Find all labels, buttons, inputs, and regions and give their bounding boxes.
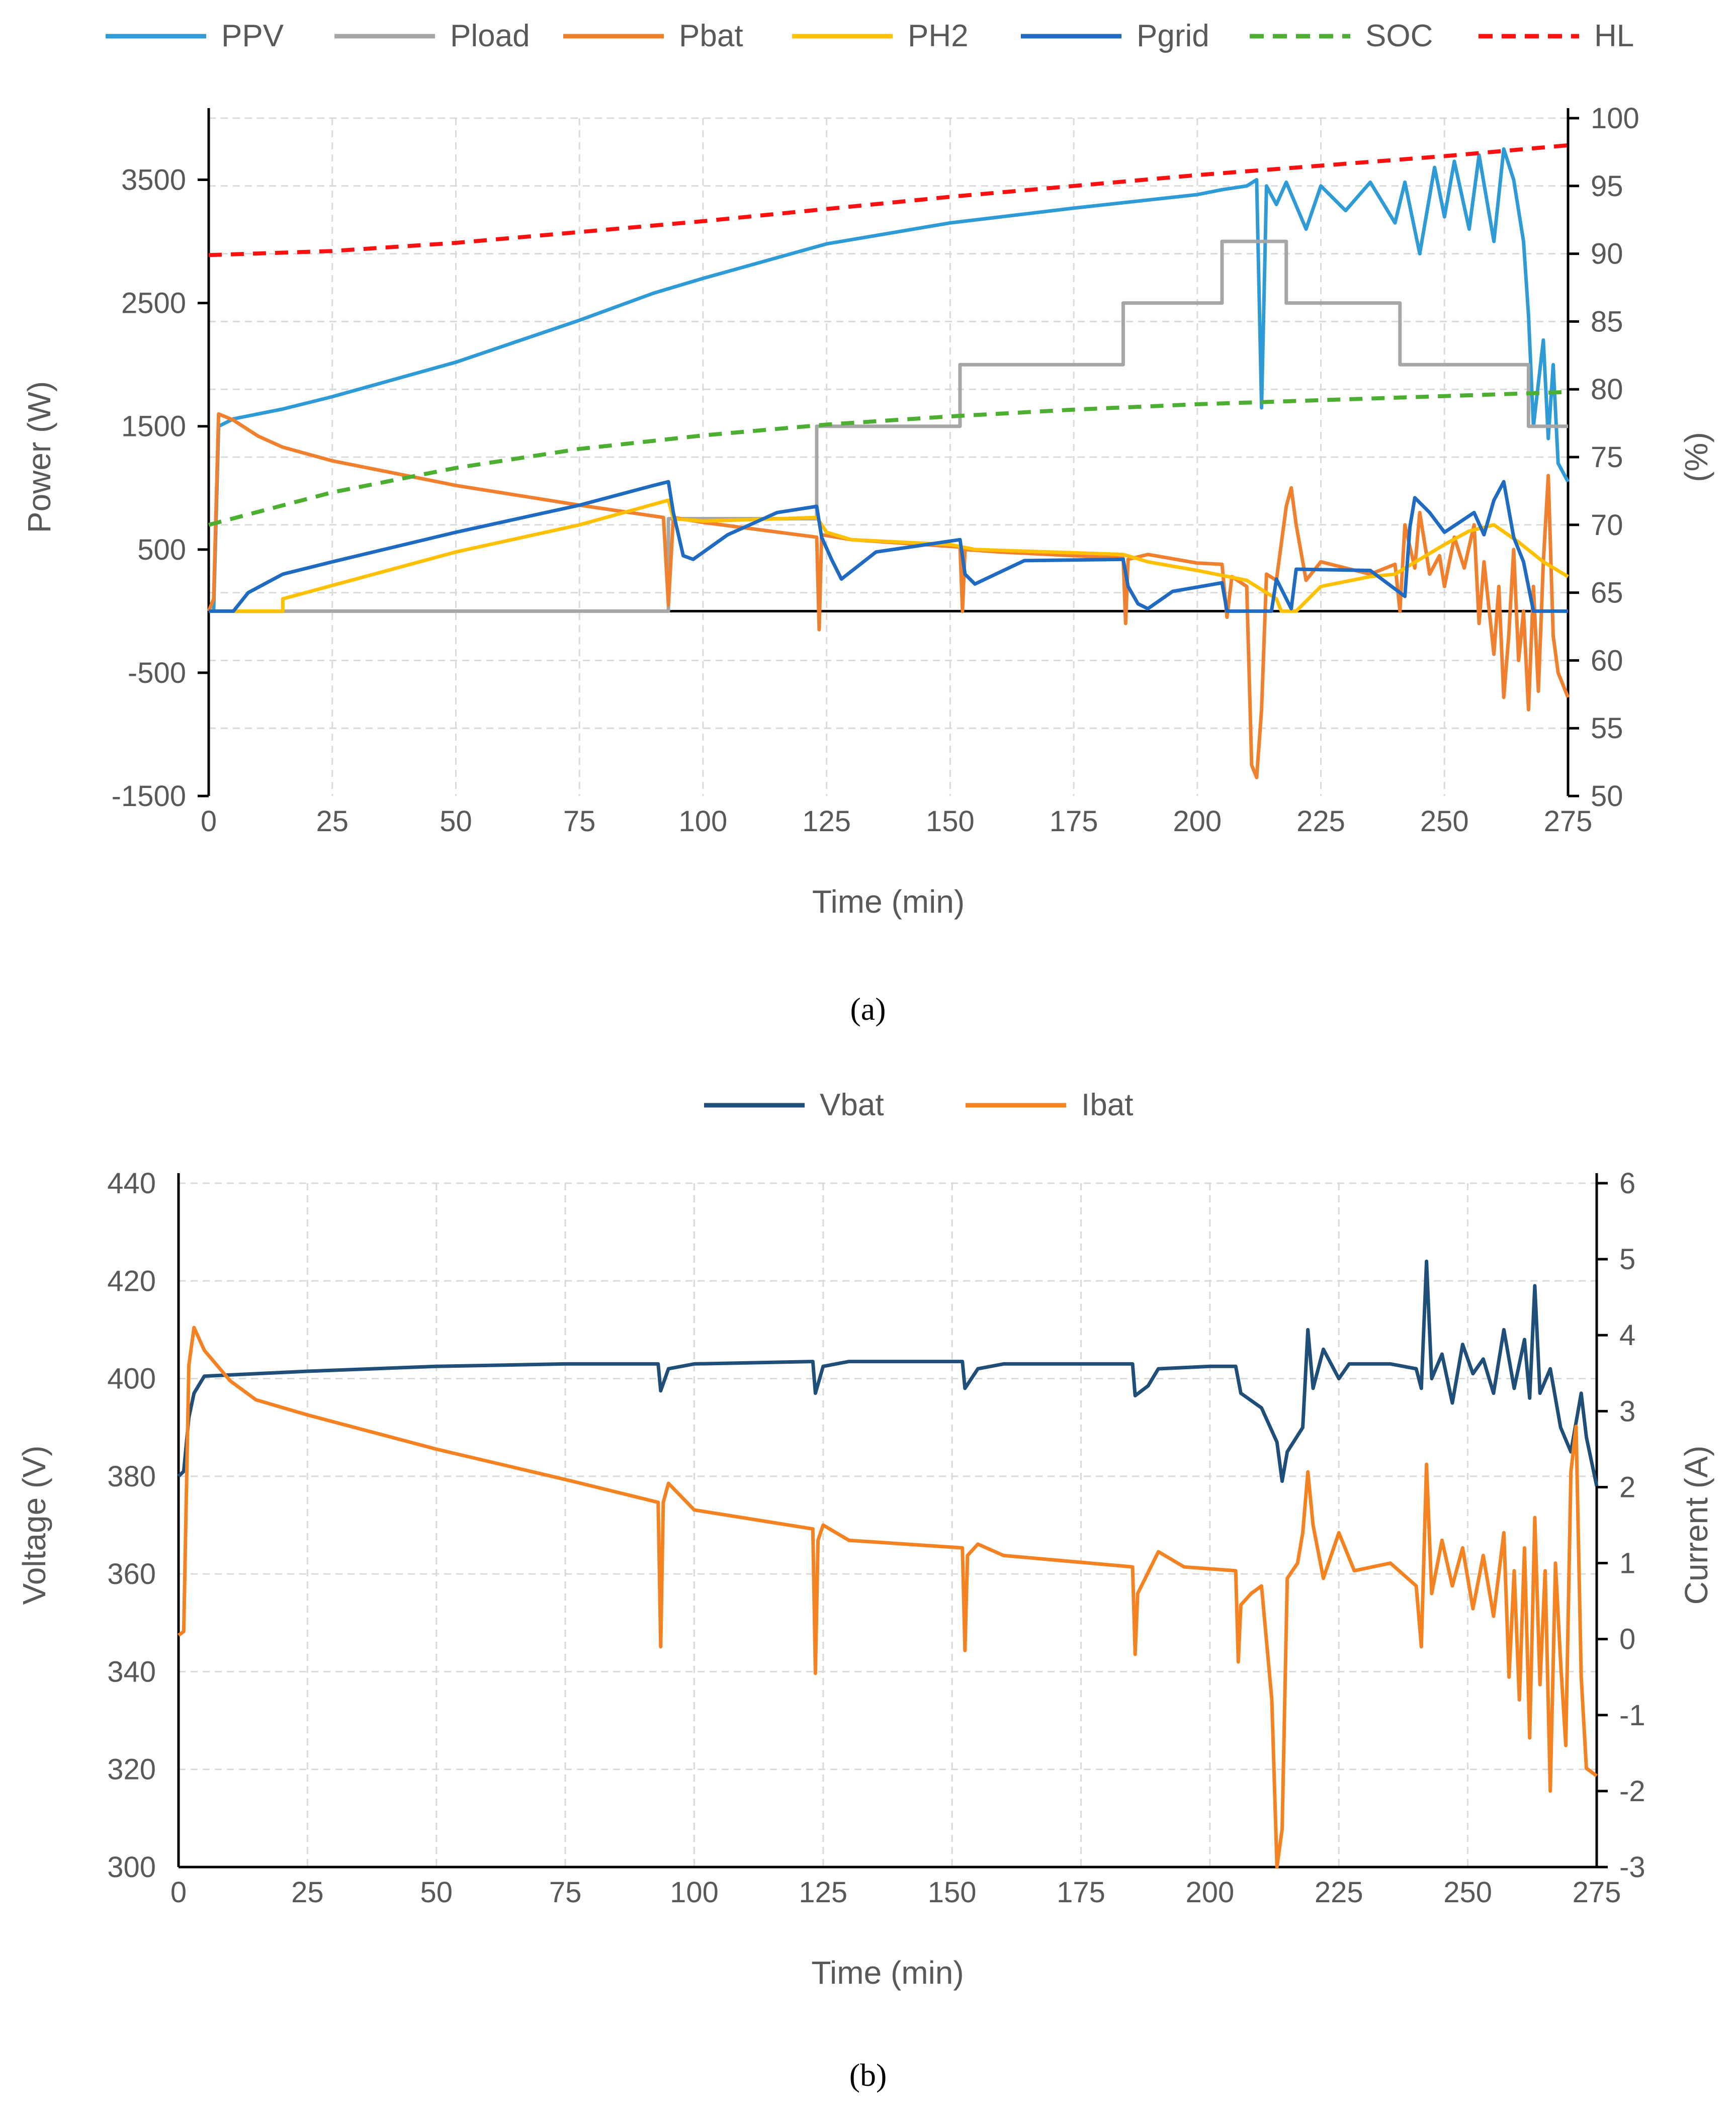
y2-tick-label: -2 xyxy=(1619,1775,1645,1808)
y-tick-label: 340 xyxy=(107,1655,156,1688)
y2-tick-label: 65 xyxy=(1591,577,1623,609)
x-tick-label: 100 xyxy=(670,1876,719,1909)
y-tick-label: 400 xyxy=(107,1363,156,1395)
y2-tick-label: -3 xyxy=(1619,1851,1645,1884)
y2-tick-label: 90 xyxy=(1591,238,1623,271)
y2-tick-label: 1 xyxy=(1619,1547,1635,1580)
x-tick-label: 75 xyxy=(549,1876,582,1909)
legend-label-hl: HL xyxy=(1594,19,1634,53)
caption-b: (b) xyxy=(849,2057,887,2093)
chart-b: 0 25 50 75 100 125 150 175 200 225 250 275300320340… xyxy=(16,1088,1714,1991)
series-line-vbat xyxy=(177,1259,1599,1487)
y2-tick-label: 100 xyxy=(1591,102,1639,135)
x-tick-label: 0 xyxy=(170,1876,187,1909)
x-tick-label: 275 xyxy=(1544,805,1593,838)
x-axis-title: Time (min) xyxy=(812,883,965,920)
y-axis-title: Power (W) xyxy=(21,381,57,533)
caption-a: (a) xyxy=(850,991,886,1027)
y2-tick-label: 75 xyxy=(1591,441,1623,474)
x-tick-label: 250 xyxy=(1420,805,1469,838)
series-line-ppv xyxy=(209,147,1570,613)
y-tick-label: 3500 xyxy=(121,164,186,197)
x-tick-label: 225 xyxy=(1315,1876,1363,1909)
x-tick-label: 125 xyxy=(802,805,851,838)
legend-label-soc: SOC xyxy=(1365,19,1433,53)
legend-label-ph2: PH2 xyxy=(908,19,969,53)
y2-tick-label: 0 xyxy=(1619,1623,1635,1656)
x-tick-label: 25 xyxy=(316,805,349,838)
y-tick-label: 440 xyxy=(107,1167,156,1200)
legend-label-ppv: PPV xyxy=(221,19,284,53)
legend-label-pload: Pload xyxy=(450,19,530,53)
y2-tick-label: 95 xyxy=(1591,170,1623,203)
y2-tick-label: 85 xyxy=(1591,305,1623,338)
x-tick-label: 25 xyxy=(291,1876,324,1909)
x-tick-label: 200 xyxy=(1173,805,1222,838)
y2-tick-label: 3 xyxy=(1619,1395,1635,1428)
x-tick-label: 125 xyxy=(799,1876,847,1909)
x-tick-label: 50 xyxy=(440,805,472,838)
x-tick-label: 225 xyxy=(1296,805,1345,838)
series-line-pgrid xyxy=(209,480,1568,613)
x-tick-label: 100 xyxy=(679,805,728,838)
x-tick-label: 200 xyxy=(1186,1876,1235,1909)
y2-tick-label: 60 xyxy=(1591,644,1623,677)
y2-tick-label: -1 xyxy=(1619,1699,1645,1732)
y2-tick-label: 6 xyxy=(1619,1167,1635,1200)
y-tick-label: 1500 xyxy=(121,410,186,443)
x-tick-label: 175 xyxy=(1057,1876,1105,1909)
legend-label-pbat: Pbat xyxy=(679,19,743,53)
y2-tick-label: 2 xyxy=(1619,1471,1635,1503)
y-tick-label: 360 xyxy=(107,1558,156,1590)
x-tick-label: 75 xyxy=(563,805,596,838)
x-tick-label: 150 xyxy=(926,805,975,838)
y2-tick-label: 55 xyxy=(1591,712,1623,745)
y2-tick-label: 50 xyxy=(1591,780,1623,813)
x-tick-label: 150 xyxy=(928,1876,977,1909)
x-tick-label: 0 xyxy=(201,805,217,838)
legend-label-ibat: Ibat xyxy=(1081,1088,1133,1122)
y2-tick-label: 70 xyxy=(1591,509,1623,542)
x-tick-label: 275 xyxy=(1573,1876,1621,1909)
series-line-ph2 xyxy=(209,498,1569,613)
x-tick-label: 250 xyxy=(1443,1876,1492,1909)
x-tick-label: 175 xyxy=(1050,805,1098,838)
y2-axis-title: (%) xyxy=(1678,432,1714,482)
y-tick-label: 420 xyxy=(107,1265,156,1297)
y-tick-label: 320 xyxy=(107,1753,156,1786)
chart-a: 0 25 50 75 100 125 150 175 200 225 250 275 -1500 -500… xyxy=(21,19,1714,920)
y2-tick-label: 4 xyxy=(1619,1319,1635,1352)
y-tick-label: 380 xyxy=(107,1460,156,1493)
series-line-pbat xyxy=(207,412,1570,779)
y-tick-label: 2500 xyxy=(121,287,186,320)
x-axis-title: Time (min) xyxy=(811,1955,964,1991)
y2-axis-title: Current (A) xyxy=(1678,1446,1714,1605)
legend-label-pgrid: Pgrid xyxy=(1137,19,1209,53)
y2-tick-label: 5 xyxy=(1619,1243,1635,1276)
y-tick-label: -1500 xyxy=(112,780,186,813)
y-axis-title: Voltage (V) xyxy=(16,1446,52,1605)
series-line-ibat xyxy=(177,1325,1598,1869)
y-tick-label: 300 xyxy=(107,1851,156,1884)
series-line-pload xyxy=(209,239,1568,613)
y-tick-label: 500 xyxy=(137,534,186,566)
legend-label-vbat: Vbat xyxy=(820,1088,884,1122)
y2-tick-label: 80 xyxy=(1591,373,1623,406)
series-line-hl xyxy=(208,143,1569,257)
y-tick-label: -500 xyxy=(128,657,186,689)
series-line-soc xyxy=(208,390,1569,527)
x-tick-label: 50 xyxy=(420,1876,453,1909)
